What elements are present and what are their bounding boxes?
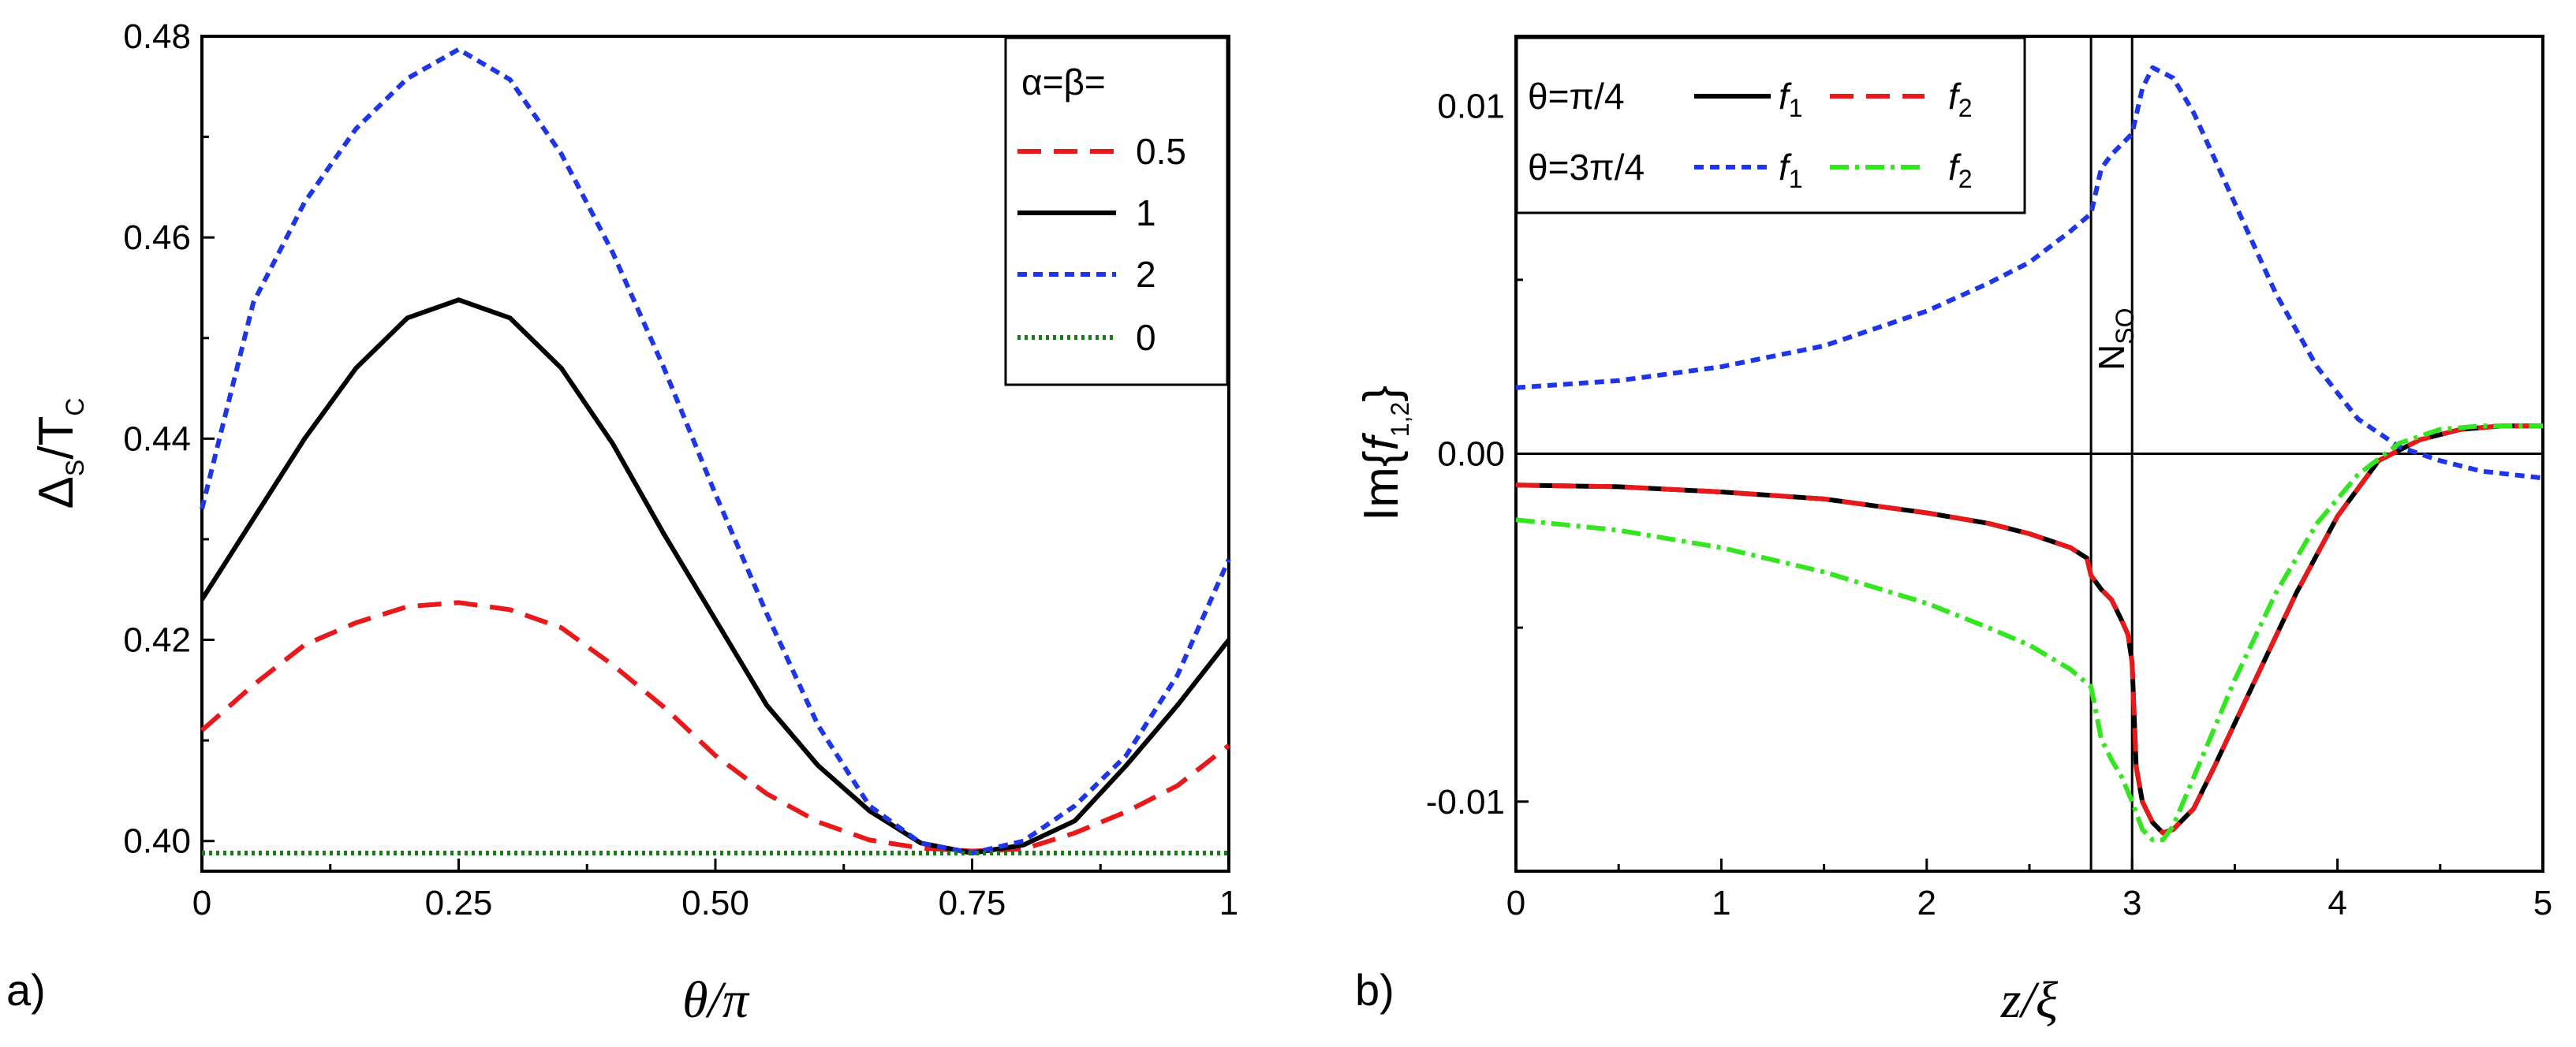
panel-a-series-line-3: [200, 47, 1231, 855]
legend-b-row1-theta: θ=π/4: [1528, 76, 1625, 117]
panel-b-xlabel: z/ξ: [2000, 971, 2059, 1029]
region-label-n: N: [2091, 345, 2132, 371]
panel-b-xtick-label: 1: [1712, 884, 1730, 922]
legend-b-row1-f2: f2: [1948, 76, 1973, 122]
panel-b-ylabel: Im{f1,2}: [1354, 386, 1414, 521]
panel-b-label: b): [1355, 965, 1394, 1015]
panel-b-ytick-label: -0.01: [1426, 783, 1505, 822]
ylabel-sub-12: 1,2: [1386, 402, 1414, 437]
panel-a-series-line-2: [200, 297, 1231, 855]
legend-b-row2-f1-sub: 1: [1789, 165, 1803, 193]
panel-a-xtick-label: 0.75: [939, 884, 1006, 922]
panel-b-series-line-1: [1515, 423, 2543, 836]
legend-a-title: α=β=: [1021, 61, 1106, 102]
panel-b-xtick-label: 2: [1917, 884, 1936, 922]
panel-a-ytick-label: 0.42: [123, 621, 191, 660]
ylabel-delta: Δ: [29, 476, 84, 509]
legend-b-row1-f2-sub: 2: [1958, 94, 1973, 122]
panel-b-ytick-label: 0.00: [1437, 435, 1505, 474]
panel-a-ytick-label: 0.46: [123, 218, 191, 257]
legend-b-box: [1515, 36, 2026, 214]
panel-b-legend: θ=π/4 f1 f2 θ=3π/4 f1 f2: [1515, 36, 2026, 214]
panel-b: 0 1 2 3 4 5-0.010.000.01 b) z/ξ Im{f1,2} NSO …: [1354, 35, 2553, 1029]
legend-a-label-0.5: 0.5: [1136, 131, 1186, 172]
legend-b-row1-f1: f1: [1779, 76, 1803, 122]
ylabel-sub-c: C: [61, 398, 89, 416]
panel-b-reference-lines: [1516, 36, 2543, 871]
legend-a-label-0: 0: [1136, 317, 1156, 358]
legend-b-row2-f1: f1: [1779, 147, 1803, 193]
ylabel-sub-s: S: [61, 460, 89, 476]
panel-b-series: [1515, 65, 2544, 843]
ylabel-slash-t: /T: [29, 416, 84, 460]
panel-a-xtick-label: 0.25: [425, 884, 493, 922]
panel-b-ticks: 0 1 2 3 4 5 -0.01 0.00 0.01: [1426, 87, 2553, 922]
panel-a-series-line-1: [200, 600, 1230, 854]
legend-b-row2-f1-f: f: [1779, 147, 1792, 188]
legend-b-row2-f2-sub: 2: [1958, 165, 1973, 193]
legend-b-row2-theta: θ=3π/4: [1528, 147, 1645, 188]
panel-a-xtick-label: 1: [1219, 884, 1238, 922]
panel-a-ytick-label: 0.40: [123, 822, 191, 861]
legend-b-row2-f2: f2: [1948, 147, 1973, 193]
panel-a-series: [200, 47, 1231, 855]
panel-a: 0 0.25 0.50 0.75 10.400.420.440.460.48 a) θ/…: [6, 17, 1238, 1029]
ylabel-im: Im{: [1354, 450, 1409, 521]
region-label-sub: SO: [2111, 308, 2139, 345]
panel-b-xtick-label: 4: [2328, 884, 2346, 922]
legend-b-row2-f2-f: f: [1948, 147, 1962, 188]
ylabel-brace: }: [1354, 386, 1409, 402]
panel-a-xtick-label: 0.50: [681, 884, 749, 922]
panel-a-ytick-label: 0.48: [123, 17, 191, 56]
panel-b-series-line-3: [1515, 65, 2544, 481]
panel-a-ylabel: ΔS/TC: [29, 398, 89, 509]
panel-b-xtick-label: 5: [2533, 884, 2552, 922]
panel-a-xlabel: θ/π: [682, 971, 750, 1029]
panel-b-ytick-label: 0.01: [1437, 87, 1505, 125]
legend-b-row1-f1-sub: 1: [1789, 94, 1803, 122]
legend-a-label-2: 2: [1136, 254, 1156, 295]
panel-b-series-line-4: [1515, 423, 2543, 843]
panel-a-xtick-label: 0: [192, 884, 211, 922]
panel-a-ytick-label: 0.44: [123, 419, 191, 458]
legend-b-row1-f1-f: f: [1779, 76, 1792, 117]
legend-b-row1-f2-f: f: [1948, 76, 1962, 117]
panel-a-legend: α=β= 0.5 1 2 0: [1004, 36, 1229, 386]
panel-a-label: a): [6, 965, 46, 1015]
panel-a-ticks: 0 0.25 0.50 0.75 10.400.420.440.460.48: [123, 17, 1238, 922]
panel-b-xtick-label: 0: [1506, 884, 1525, 922]
panel-b-series-line-2: [1515, 423, 2543, 836]
panel-b-xtick-label: 3: [2122, 884, 2141, 922]
legend-a-label-1: 1: [1136, 192, 1156, 233]
region-label-nso: NSO: [2091, 308, 2139, 371]
